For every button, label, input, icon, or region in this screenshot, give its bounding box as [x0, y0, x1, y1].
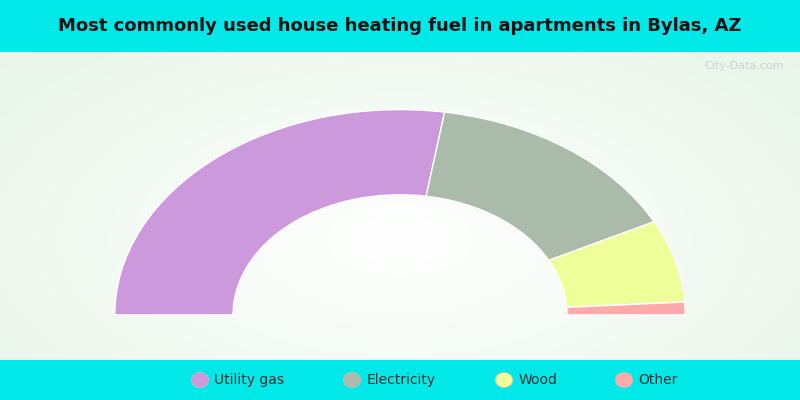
- Text: Utility gas: Utility gas: [214, 373, 285, 387]
- Text: Other: Other: [638, 373, 678, 387]
- Text: Most commonly used house heating fuel in apartments in Bylas, AZ: Most commonly used house heating fuel in…: [58, 17, 742, 35]
- Text: Wood: Wood: [518, 373, 558, 387]
- Text: Electricity: Electricity: [366, 373, 435, 387]
- Ellipse shape: [343, 372, 361, 388]
- Text: City-Data.com: City-Data.com: [704, 61, 784, 71]
- Wedge shape: [549, 222, 685, 307]
- Ellipse shape: [615, 372, 633, 388]
- Wedge shape: [426, 112, 654, 260]
- Ellipse shape: [495, 372, 513, 388]
- Wedge shape: [566, 302, 686, 315]
- Ellipse shape: [191, 372, 209, 388]
- Wedge shape: [114, 110, 445, 315]
